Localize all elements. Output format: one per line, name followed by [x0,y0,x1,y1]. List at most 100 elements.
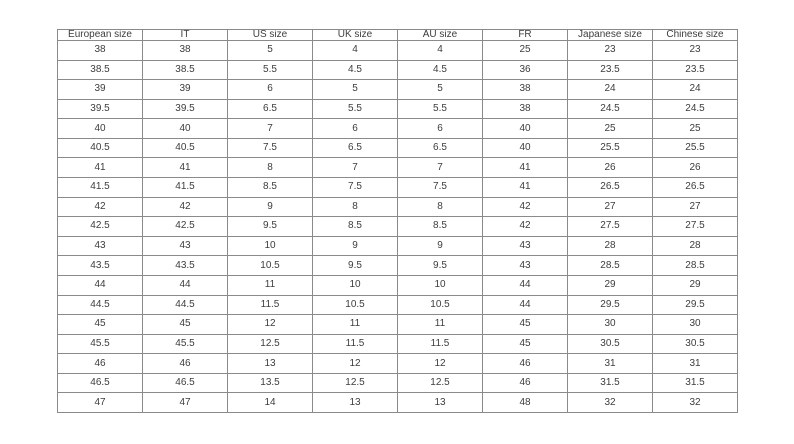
table-cell: 46 [482,372,568,394]
table-cell: 25.5 [652,137,738,159]
table-cell: 12 [397,353,483,374]
table-row: 45.5 45.5 12.5 11.5 11.5 45 30.5 30.5 [57,333,738,355]
table-cell: 44 [482,274,568,296]
table-cell: 41 [57,157,143,179]
table-cell: 9 [397,235,483,257]
table-cell: 46.5 [142,372,228,394]
table-cell: 6 [397,118,483,139]
table-body: 38 38 5 4 4 25 23 23 38.5 38.5 5.5 4.5 4.5 36 23.5 23.5… [57,40,738,413]
table-cell: 31.5 [567,372,653,394]
table-cell: 9.5 [312,255,398,276]
table-row: 41 41 8 7 7 41 26 26 [57,157,738,179]
table-cell: 5 [397,79,483,100]
table-cell: 10 [312,274,398,296]
table-cell: 27 [652,196,738,218]
table-cell: 11 [227,274,313,296]
table-cell: 41 [482,157,568,179]
table-cell: 6.5 [227,98,313,120]
column-header-japanese-size: Japanese size [567,29,653,41]
table-cell: 43 [482,235,568,257]
table-cell: 40 [482,118,568,139]
table-cell: 28.5 [652,255,738,276]
table-cell: 10.5 [227,255,313,276]
table-cell: 41.5 [142,177,228,198]
table-cell: 12 [312,353,398,374]
table-cell: 30.5 [567,333,653,355]
table-cell: 8 [397,196,483,218]
table-cell: 31.5 [652,372,738,394]
table-header-row: European size IT US size UK size AU size FR Ja… [57,29,738,41]
table-cell: 38.5 [57,59,143,81]
table-cell: 43 [57,235,143,257]
table-cell: 6.5 [312,137,398,159]
table-cell: 48 [482,392,568,413]
table-row: 46 46 13 12 12 46 31 31 [57,353,738,374]
table-cell: 13 [312,392,398,413]
table-cell: 45.5 [142,333,228,355]
table-cell: 29.5 [652,294,738,316]
size-conversion-table-container: European size IT US size UK size AU size FR Ja… [57,29,738,413]
table-cell: 5 [312,79,398,100]
table-cell: 7.5 [227,137,313,159]
table-cell: 25 [652,118,738,139]
table-row: 43.5 43.5 10.5 9.5 9.5 43 28.5 28.5 [57,255,738,276]
table-cell: 10 [397,274,483,296]
table-row: 42 42 9 8 8 42 27 27 [57,196,738,218]
table-cell: 4 [397,40,483,61]
table-cell: 7 [397,157,483,179]
table-cell: 42 [142,196,228,218]
table-cell: 31 [567,353,653,374]
table-cell: 5.5 [312,98,398,120]
table-cell: 12.5 [227,333,313,355]
table-cell: 38 [57,40,143,61]
table-cell: 11.5 [312,333,398,355]
table-cell: 42 [482,196,568,218]
table-cell: 40 [482,137,568,159]
table-row: 40 40 7 6 6 40 25 25 [57,118,738,139]
column-header-it: IT [142,29,228,41]
table-cell: 28 [567,235,653,257]
table-header: European size IT US size UK size AU size FR Ja… [57,29,738,41]
table-cell: 11.5 [227,294,313,316]
table-cell: 40 [57,118,143,139]
table-cell: 40.5 [142,137,228,159]
table-row: 39.5 39.5 6.5 5.5 5.5 38 24.5 24.5 [57,98,738,120]
table-cell: 39.5 [142,98,228,120]
table-cell: 12.5 [312,372,398,394]
table-cell: 39 [57,79,143,100]
table-row: 45 45 12 11 11 45 30 30 [57,314,738,335]
table-cell: 8.5 [397,216,483,237]
table-cell: 30 [567,314,653,335]
table-cell: 29.5 [567,294,653,316]
table-cell: 44 [142,274,228,296]
table-row: 38 38 5 4 4 25 23 23 [57,40,738,61]
table-cell: 9.5 [397,255,483,276]
table-cell: 25 [482,40,568,61]
table-cell: 13 [397,392,483,413]
table-cell: 11.5 [397,333,483,355]
table-row: 42.5 42.5 9.5 8.5 8.5 42 27.5 27.5 [57,216,738,237]
table-cell: 32 [652,392,738,413]
table-cell: 5.5 [397,98,483,120]
table-row: 47 47 14 13 13 48 32 32 [57,392,738,413]
table-cell: 46 [482,353,568,374]
table-cell: 41.5 [57,177,143,198]
table-cell: 25.5 [567,137,653,159]
table-cell: 27 [567,196,653,218]
table-cell: 45 [142,314,228,335]
table-cell: 45 [482,314,568,335]
table-cell: 8.5 [312,216,398,237]
table-cell: 29 [652,274,738,296]
table-cell: 27.5 [567,216,653,237]
table-cell: 7 [227,118,313,139]
table-cell: 42 [57,196,143,218]
table-cell: 46.5 [57,372,143,394]
table-cell: 23.5 [652,59,738,81]
table-row: 46.5 46.5 13.5 12.5 12.5 46 31.5 31.5 [57,372,738,394]
table-cell: 7.5 [312,177,398,198]
table-cell: 23 [567,40,653,61]
table-cell: 29 [567,274,653,296]
table-row: 38.5 38.5 5.5 4.5 4.5 36 23.5 23.5 [57,59,738,81]
table-cell: 26.5 [652,177,738,198]
table-cell: 38.5 [142,59,228,81]
